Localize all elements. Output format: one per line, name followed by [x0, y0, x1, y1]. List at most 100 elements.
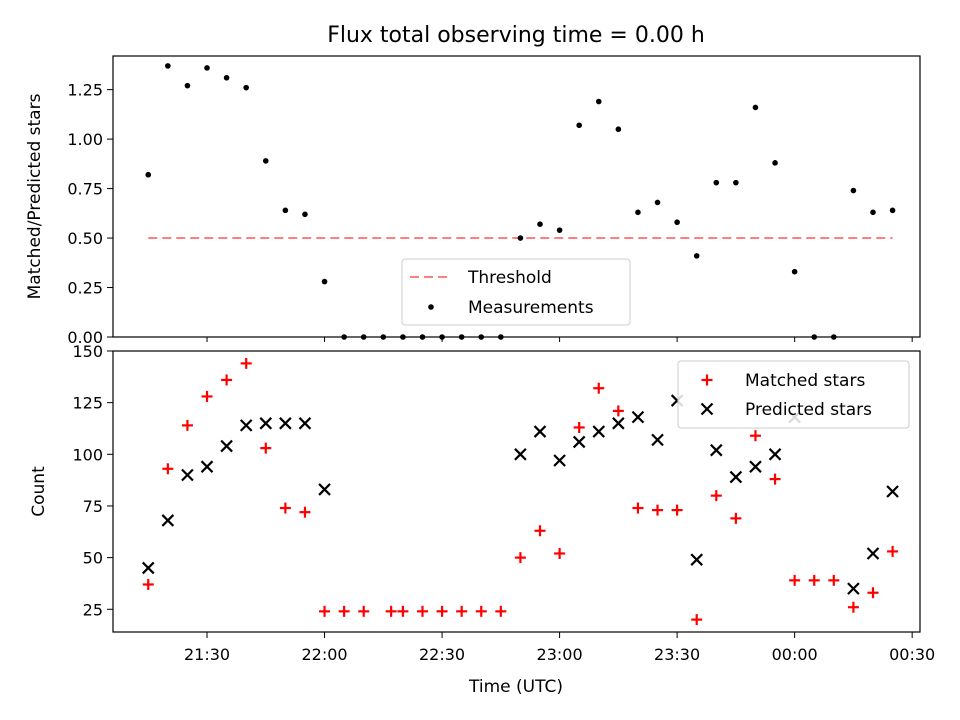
measurement-point [243, 84, 249, 91]
predicted-star-point [631, 410, 645, 424]
measurement-point [654, 199, 661, 206]
predicted-star-point [690, 553, 703, 566]
count-x-tick-label: 23:30 [654, 645, 700, 664]
ratio-panel-frame [112, 55, 921, 338]
count-y-tick-label: 75 [83, 497, 103, 516]
ratio-y-tick-label: 1.00 [67, 130, 103, 149]
predicted-star-point [318, 483, 331, 496]
predicted-star-point [651, 433, 664, 447]
predicted-star-point [533, 425, 547, 438]
count-y-tick-label: 50 [83, 549, 103, 568]
count-legend-box [677, 360, 910, 429]
matched-star-point [828, 574, 840, 586]
count-x-tick-label: 22:30 [419, 645, 465, 664]
measurement-point [439, 334, 445, 340]
matched-star-point [691, 614, 703, 626]
predicted-star-point [866, 547, 880, 560]
measurement-point [302, 211, 308, 218]
ratio-legend-box [401, 258, 631, 326]
measurement-point [165, 63, 171, 69]
count-y-axis-label: Count [29, 466, 49, 517]
matched-star-point [612, 405, 624, 417]
ratio-y-tick-label: 1.25 [67, 81, 103, 100]
count-x-tick-label: 23:00 [537, 645, 583, 664]
predicted-star-point [729, 470, 743, 484]
ratio-legend: Threshold Measurements [401, 258, 631, 326]
chart-title: Flux total observing time = 0.00 h [327, 23, 705, 48]
matched-star-point [593, 382, 605, 394]
matched-star-point [887, 545, 899, 557]
predicted-star-point [847, 582, 860, 595]
measurement-point [850, 187, 857, 194]
measurement-point [419, 334, 426, 340]
legend-matched-label: Matched stars [745, 371, 865, 391]
measurement-point [576, 122, 582, 129]
measurement-point [184, 82, 191, 89]
measurement-point [498, 334, 504, 340]
matched-star-point [142, 578, 154, 590]
matched-star-point [416, 605, 428, 617]
matched-star-point [847, 601, 859, 613]
matched-star-point [534, 525, 546, 537]
ratio-y-tick-label: 0.00 [67, 328, 103, 347]
matched-star-point [495, 605, 507, 617]
matched-star-point [710, 490, 722, 502]
legend-predicted-label: Predicted stars [745, 400, 872, 420]
measurement-point [615, 126, 622, 133]
measurement-point [400, 334, 406, 340]
matched-star-point [514, 552, 526, 564]
predicted-star-point [612, 417, 625, 430]
predicted-star-point [279, 417, 292, 430]
matched-star-point [299, 506, 311, 518]
count-x-tick-label: 00:30 [889, 645, 935, 664]
matched-star-point [221, 374, 233, 386]
matched-star-point [385, 605, 397, 617]
predicted-star-point [161, 514, 175, 527]
matched-star-point [652, 504, 664, 516]
matched-star-point [279, 502, 291, 514]
measurement-point [791, 268, 798, 275]
matched-star-point [201, 390, 213, 402]
measurement-point [262, 158, 269, 164]
ratio-y-axis-label: Matched/Predicted stars [25, 93, 45, 299]
count-panel-frame [112, 350, 921, 633]
legend-predicted-swatch [700, 402, 714, 416]
count-y-tick-label: 25 [83, 600, 103, 619]
predicted-star-point [572, 435, 586, 449]
matched-star-point [338, 605, 350, 617]
count-y-tick-label: 125 [72, 394, 103, 413]
ratio-y-tick-label: 0.25 [67, 279, 103, 298]
matched-star-point [671, 504, 683, 516]
measurement-point [635, 209, 641, 216]
measurement-point [831, 334, 837, 340]
measurement-point [321, 278, 328, 285]
legend-measurement-label: Measurements [468, 298, 594, 318]
matched-star-point [749, 430, 761, 442]
matched-star-point [240, 357, 252, 369]
measurement-point [341, 334, 347, 340]
measurement-point [145, 171, 152, 178]
matched-star-point [162, 463, 174, 475]
measurement-point [223, 74, 230, 81]
measurement-point [556, 227, 563, 233]
measurement-point [772, 160, 778, 166]
predicted-star-point [768, 448, 782, 461]
count-y-tick-label: 100 [72, 445, 103, 464]
predicted-star-point [553, 454, 566, 467]
measurement-point [517, 235, 524, 241]
matched-star-point [319, 605, 331, 617]
matched-star-point [769, 473, 781, 485]
predicted-star-point [181, 468, 194, 482]
measurement-point [752, 104, 759, 111]
matched-star-point [573, 421, 585, 433]
matched-star-point [260, 442, 272, 454]
matched-star-point [436, 605, 448, 617]
count-x-tick-label: 00:00 [772, 645, 818, 664]
matched-star-point [181, 419, 193, 431]
predicted-star-point [514, 448, 527, 461]
measurement-point [360, 334, 367, 340]
count-x-tick-label: 22:00 [301, 645, 347, 664]
ratio-y-tick-label: 0.50 [67, 229, 103, 248]
matched-star-point [397, 605, 409, 617]
